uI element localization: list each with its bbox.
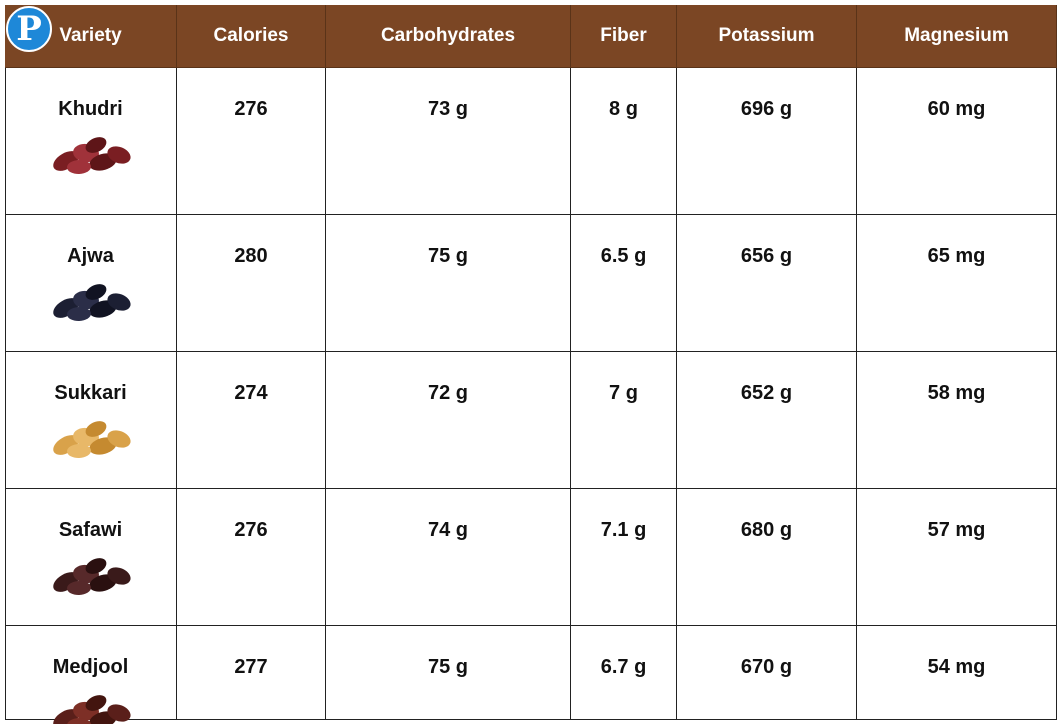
value-cell: 6.5 g bbox=[571, 215, 677, 352]
dates-image bbox=[52, 558, 131, 596]
value-cell: 6.7 g bbox=[571, 626, 677, 720]
value-cell: 670 g bbox=[677, 626, 857, 720]
value-cell: 274 bbox=[177, 352, 326, 489]
value-cell: 72 g bbox=[326, 352, 571, 489]
cell-value: 6.5 g bbox=[600, 245, 647, 267]
cell-value: 73 g bbox=[427, 98, 469, 120]
value-cell: 8 g bbox=[571, 68, 677, 215]
cell-value: 7 g bbox=[609, 382, 638, 404]
cell-value: 75 g bbox=[427, 245, 469, 267]
variety-cell: Sukkari bbox=[5, 352, 177, 489]
dates-image bbox=[52, 695, 131, 724]
header-cell: Carbohydrates bbox=[326, 5, 571, 68]
header-text: Magnesium bbox=[904, 25, 1009, 46]
cell-value: 6.7 g bbox=[600, 656, 647, 678]
variety-cell: Ajwa bbox=[5, 215, 177, 352]
cell-value: 57 mg bbox=[927, 519, 986, 541]
cell-value: 72 g bbox=[427, 382, 469, 404]
cell-value: 7.1 g bbox=[600, 519, 647, 541]
cell-value: 680 g bbox=[740, 519, 793, 541]
value-cell: 652 g bbox=[677, 352, 857, 489]
variety-name: Sukkari bbox=[54, 382, 127, 404]
value-cell: 73 g bbox=[326, 68, 571, 215]
dates-image bbox=[52, 137, 131, 175]
cell-value: 652 g bbox=[740, 382, 793, 404]
value-cell: 74 g bbox=[326, 489, 571, 626]
cell-value: 276 bbox=[234, 98, 268, 120]
value-cell: 277 bbox=[177, 626, 326, 720]
header-text: Variety bbox=[59, 25, 122, 46]
variety-name: Ajwa bbox=[67, 245, 114, 267]
cell-value: 58 mg bbox=[927, 382, 986, 404]
cell-value: 670 g bbox=[740, 656, 793, 678]
cell-value: 280 bbox=[234, 245, 268, 267]
cell-value: 65 mg bbox=[927, 245, 986, 267]
cell-value: 74 g bbox=[427, 519, 469, 541]
cell-value: 276 bbox=[234, 519, 268, 541]
cell-value: 54 mg bbox=[927, 656, 986, 678]
cell-value: 8 g bbox=[609, 98, 638, 120]
value-cell: 680 g bbox=[677, 489, 857, 626]
cell-value: 75 g bbox=[427, 656, 469, 678]
dates-image bbox=[52, 284, 131, 322]
variety-cell: Safawi bbox=[5, 489, 177, 626]
header-cell: Fiber bbox=[571, 5, 677, 68]
header-cell: Potassium bbox=[677, 5, 857, 68]
header-cell: Magnesium bbox=[857, 5, 1057, 68]
variety-cell: Khudri bbox=[5, 68, 177, 215]
cell-value: 656 g bbox=[740, 245, 793, 267]
value-cell: 58 mg bbox=[857, 352, 1057, 489]
value-cell: 54 mg bbox=[857, 626, 1057, 720]
cell-value: 277 bbox=[234, 656, 268, 678]
variety-name: Medjool bbox=[52, 656, 129, 678]
variety-name: Safawi bbox=[58, 519, 123, 541]
value-cell: 276 bbox=[177, 68, 326, 215]
header-text: Carbohydrates bbox=[380, 25, 516, 46]
cell-value: 696 g bbox=[740, 98, 793, 120]
value-cell: 75 g bbox=[326, 215, 571, 352]
value-cell: 57 mg bbox=[857, 489, 1057, 626]
logo: P bbox=[6, 6, 52, 52]
value-cell: 65 mg bbox=[857, 215, 1057, 352]
value-cell: 7.1 g bbox=[571, 489, 677, 626]
cell-value: 274 bbox=[234, 382, 268, 404]
value-cell: 75 g bbox=[326, 626, 571, 720]
header-text: Calories bbox=[213, 25, 289, 46]
dates-image bbox=[52, 421, 131, 459]
header-text: Potassium bbox=[718, 25, 815, 46]
variety-name: Khudri bbox=[58, 98, 123, 120]
value-cell: 276 bbox=[177, 489, 326, 626]
value-cell: 696 g bbox=[677, 68, 857, 215]
value-cell: 60 mg bbox=[857, 68, 1057, 215]
header-text: Fiber bbox=[600, 25, 647, 46]
value-cell: 7 g bbox=[571, 352, 677, 489]
header-cell: Calories bbox=[177, 5, 326, 68]
value-cell: 280 bbox=[177, 215, 326, 352]
cell-value: 60 mg bbox=[927, 98, 986, 120]
variety-cell: Medjool bbox=[5, 626, 177, 724]
value-cell: 656 g bbox=[677, 215, 857, 352]
